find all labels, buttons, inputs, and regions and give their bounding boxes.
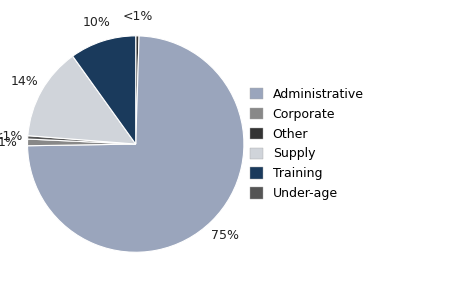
Wedge shape bbox=[136, 36, 139, 144]
Text: 10%: 10% bbox=[83, 16, 110, 29]
Wedge shape bbox=[73, 36, 136, 144]
Text: <1%: <1% bbox=[0, 130, 23, 143]
Legend: Administrative, Corporate, Other, Supply, Training, Under-age: Administrative, Corporate, Other, Supply… bbox=[250, 88, 364, 200]
Text: 14%: 14% bbox=[11, 75, 38, 88]
Text: <1%: <1% bbox=[123, 10, 153, 23]
Wedge shape bbox=[28, 56, 136, 144]
Text: 75%: 75% bbox=[211, 228, 239, 242]
Wedge shape bbox=[28, 136, 136, 144]
Wedge shape bbox=[28, 36, 244, 252]
Wedge shape bbox=[28, 139, 136, 146]
Text: 1%: 1% bbox=[0, 136, 18, 148]
